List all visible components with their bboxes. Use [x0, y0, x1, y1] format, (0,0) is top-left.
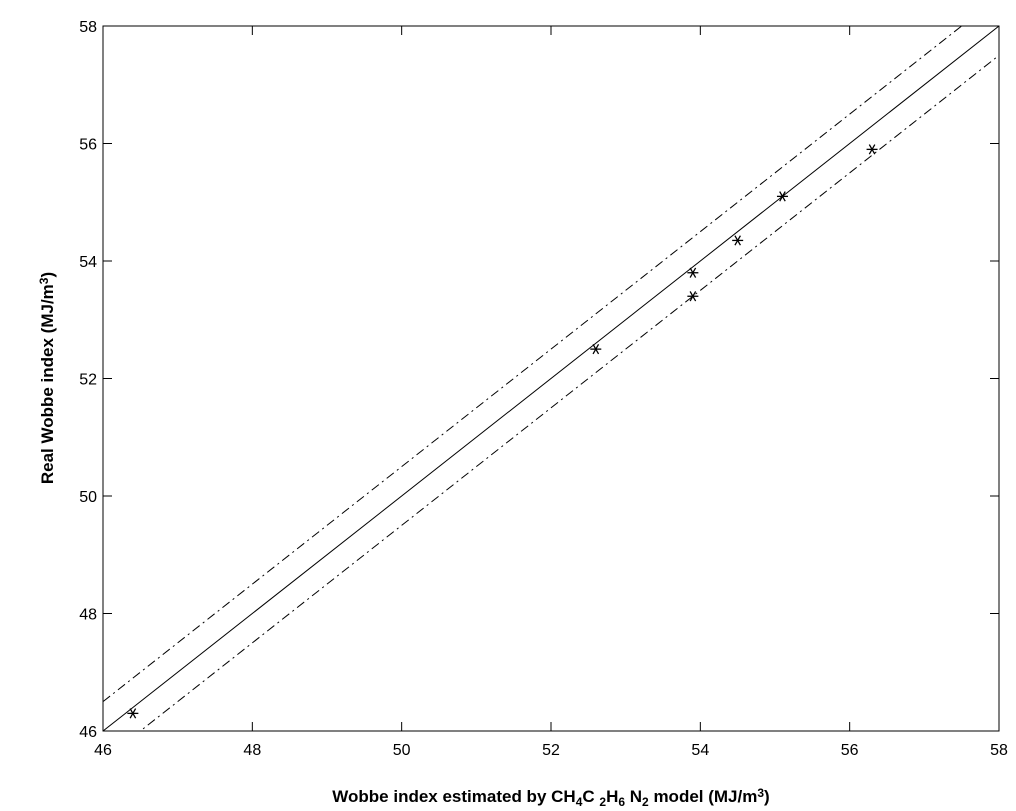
x-tick-label: 46	[94, 742, 112, 759]
x-tick-label: 52	[542, 742, 560, 759]
y-axis-label: Real Wobbe index (MJ/m3)	[37, 272, 57, 484]
data-point	[687, 267, 699, 278]
y-axis: 46 48 50 52 54 56 58	[79, 19, 999, 741]
reference-line-1	[103, 26, 999, 731]
data-point	[590, 344, 602, 355]
reference-line-3	[139, 54, 999, 731]
y-tick-label: 58	[79, 19, 97, 36]
x-axis: 46 48 50 52 54 56 58	[94, 26, 1008, 759]
x-axis-label: Wobbe index estimated by CH4C 2H6 N2 mod…	[332, 786, 769, 808]
data-point	[776, 191, 788, 202]
x-tick-label: 56	[841, 742, 859, 759]
data-point	[687, 291, 699, 302]
y-tick-label: 52	[79, 372, 97, 389]
data-points	[127, 144, 878, 719]
y-tick-label: 46	[79, 724, 97, 741]
data-point	[732, 235, 744, 246]
reference-lines	[103, 26, 999, 731]
data-point	[127, 708, 139, 719]
x-tick-label: 48	[243, 742, 261, 759]
x-tick-label: 54	[691, 742, 709, 759]
reference-line-2	[103, 26, 963, 703]
x-tick-label: 50	[393, 742, 411, 759]
x-tick-label: 58	[990, 742, 1008, 759]
y-tick-label: 56	[79, 137, 97, 154]
y-tick-label: 54	[79, 254, 97, 271]
data-point	[866, 144, 878, 155]
y-tick-label: 48	[79, 607, 97, 624]
y-tick-label: 50	[79, 489, 97, 506]
